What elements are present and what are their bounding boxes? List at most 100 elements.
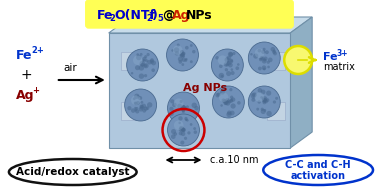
- Text: Ag: Ag: [16, 88, 34, 102]
- Circle shape: [192, 103, 197, 108]
- Circle shape: [184, 107, 187, 110]
- Polygon shape: [290, 17, 312, 148]
- Circle shape: [262, 59, 267, 64]
- Circle shape: [145, 59, 148, 62]
- Circle shape: [174, 120, 183, 130]
- Circle shape: [134, 102, 138, 105]
- Circle shape: [177, 109, 180, 111]
- Text: Acid/redox catalyst: Acid/redox catalyst: [16, 167, 130, 177]
- Circle shape: [261, 90, 265, 94]
- Circle shape: [228, 100, 231, 103]
- Circle shape: [232, 52, 235, 55]
- Circle shape: [226, 71, 231, 76]
- Circle shape: [225, 101, 230, 106]
- Circle shape: [141, 104, 146, 108]
- Circle shape: [135, 109, 137, 111]
- Circle shape: [180, 141, 184, 145]
- Text: C-C and C-H: C-C and C-H: [285, 160, 351, 170]
- Circle shape: [178, 122, 181, 124]
- Text: Fe: Fe: [323, 52, 338, 62]
- Circle shape: [261, 109, 266, 114]
- Circle shape: [263, 68, 266, 70]
- Circle shape: [193, 127, 196, 130]
- Circle shape: [226, 63, 229, 67]
- Circle shape: [181, 128, 185, 132]
- Circle shape: [180, 53, 184, 56]
- Circle shape: [229, 88, 232, 91]
- Text: air: air: [64, 63, 77, 73]
- Circle shape: [231, 103, 236, 109]
- Circle shape: [187, 131, 191, 135]
- Circle shape: [181, 63, 184, 66]
- Circle shape: [140, 105, 144, 110]
- Circle shape: [226, 56, 231, 61]
- Circle shape: [140, 53, 143, 56]
- Circle shape: [150, 58, 154, 62]
- Circle shape: [144, 55, 147, 58]
- Circle shape: [262, 96, 267, 102]
- Circle shape: [231, 68, 233, 71]
- Circle shape: [235, 66, 239, 70]
- Circle shape: [225, 98, 229, 103]
- Circle shape: [252, 92, 257, 97]
- Circle shape: [167, 92, 200, 124]
- Circle shape: [150, 59, 154, 64]
- Circle shape: [264, 99, 268, 103]
- Circle shape: [135, 107, 138, 110]
- Circle shape: [181, 106, 186, 111]
- Polygon shape: [267, 52, 285, 70]
- Circle shape: [181, 106, 186, 111]
- Text: activation: activation: [291, 171, 345, 181]
- Ellipse shape: [263, 155, 373, 185]
- Circle shape: [263, 56, 268, 61]
- Text: Ag: Ag: [172, 8, 190, 22]
- Circle shape: [225, 100, 228, 104]
- Text: 3+: 3+: [336, 48, 348, 57]
- Circle shape: [229, 99, 233, 103]
- Circle shape: [223, 99, 227, 103]
- Text: 2: 2: [110, 13, 116, 22]
- Circle shape: [266, 98, 270, 102]
- Circle shape: [257, 88, 262, 93]
- Circle shape: [227, 61, 230, 64]
- Circle shape: [230, 60, 233, 63]
- Circle shape: [174, 98, 183, 108]
- Circle shape: [169, 107, 174, 111]
- Circle shape: [230, 99, 233, 102]
- Circle shape: [255, 48, 264, 58]
- Circle shape: [190, 60, 193, 63]
- Text: @: @: [163, 8, 175, 22]
- Circle shape: [180, 106, 185, 111]
- Circle shape: [135, 109, 139, 114]
- Circle shape: [139, 65, 144, 71]
- Circle shape: [136, 53, 139, 56]
- Circle shape: [135, 65, 140, 70]
- Circle shape: [256, 108, 259, 111]
- Circle shape: [268, 58, 273, 62]
- Circle shape: [263, 109, 266, 112]
- Circle shape: [186, 105, 189, 108]
- Circle shape: [225, 57, 230, 62]
- Text: 5: 5: [158, 13, 163, 22]
- Circle shape: [133, 97, 136, 100]
- Text: +: +: [32, 85, 39, 94]
- Polygon shape: [109, 33, 290, 148]
- Circle shape: [230, 59, 233, 62]
- Circle shape: [134, 102, 136, 105]
- Circle shape: [175, 51, 179, 56]
- Circle shape: [263, 100, 266, 102]
- Circle shape: [273, 100, 276, 104]
- Circle shape: [180, 127, 184, 131]
- Circle shape: [260, 56, 264, 59]
- Circle shape: [141, 101, 143, 104]
- Circle shape: [167, 114, 200, 146]
- Circle shape: [266, 111, 272, 116]
- Circle shape: [230, 96, 233, 99]
- Ellipse shape: [9, 159, 136, 185]
- Circle shape: [172, 103, 177, 107]
- Circle shape: [231, 71, 235, 75]
- Circle shape: [231, 97, 235, 102]
- Circle shape: [141, 63, 144, 67]
- Circle shape: [275, 97, 278, 100]
- Circle shape: [194, 106, 199, 110]
